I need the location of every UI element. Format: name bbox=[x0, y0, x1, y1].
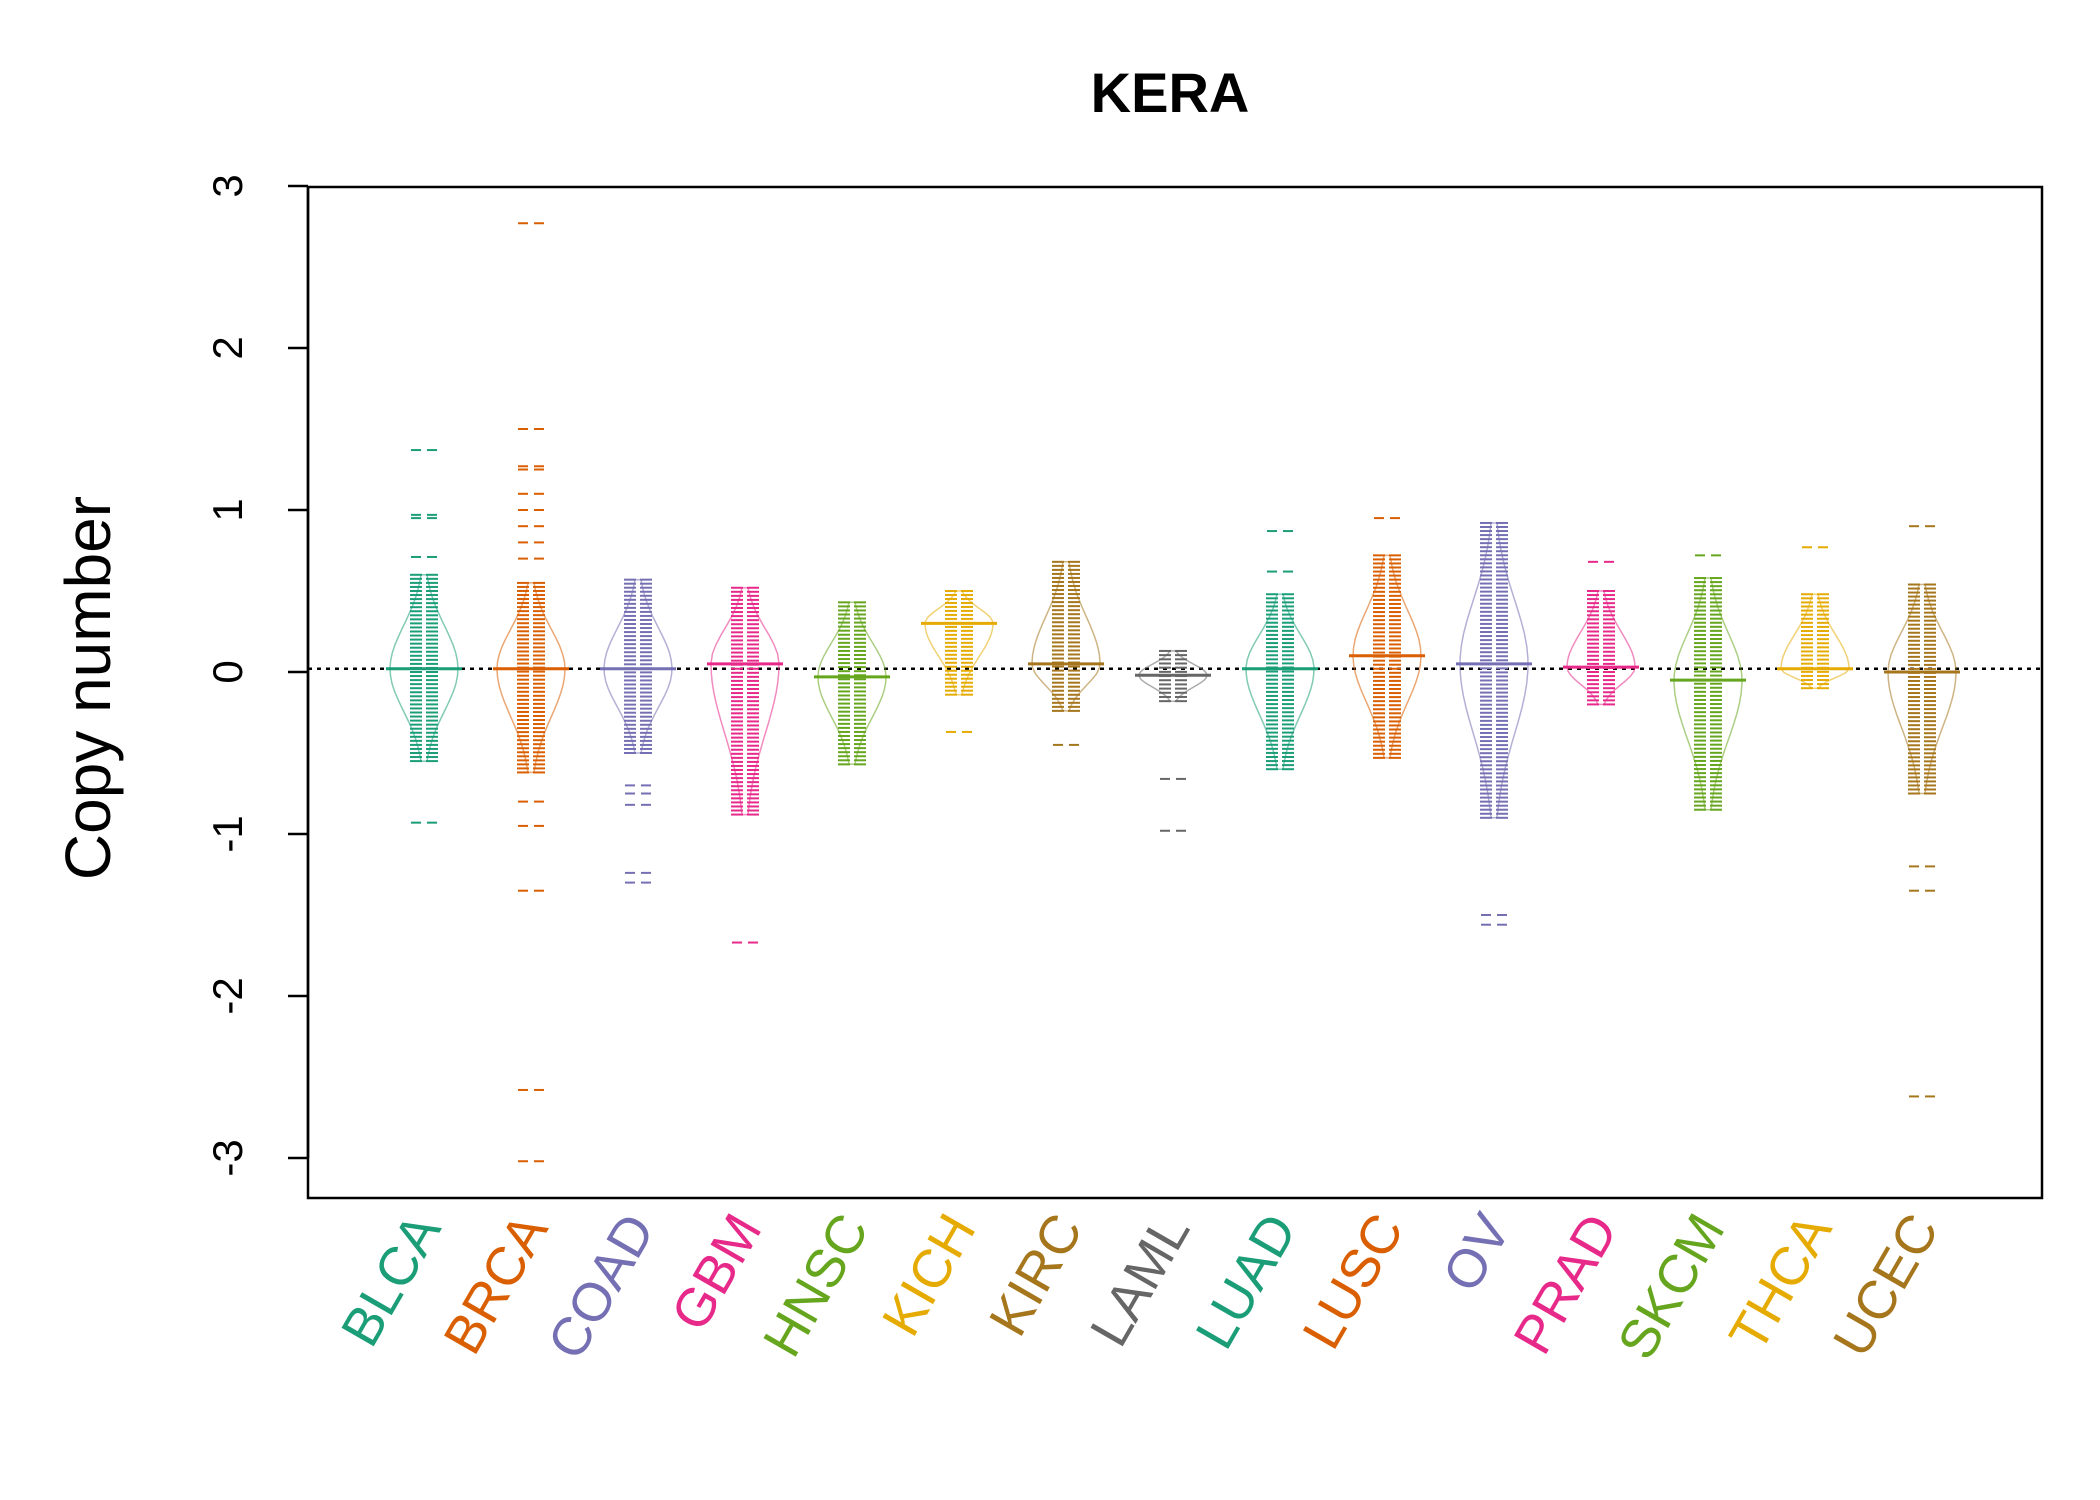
y-tick-label: 2 bbox=[204, 336, 251, 359]
bean-kich bbox=[921, 590, 997, 733]
bean-prad bbox=[1563, 560, 1639, 706]
category-label-gbm: GBM bbox=[660, 1204, 773, 1341]
bean-ucec bbox=[1884, 525, 1960, 1098]
y-tick-label: -1 bbox=[204, 815, 251, 852]
bean-coad bbox=[600, 578, 676, 884]
category-label-skcm: SKCM bbox=[1606, 1204, 1736, 1369]
bean-density bbox=[924, 590, 994, 696]
y-tick-label: 1 bbox=[204, 498, 251, 521]
bean-gbm bbox=[707, 586, 783, 944]
bean-density bbox=[603, 578, 673, 754]
y-axis: -3 -2 -1 0 1 2 3 bbox=[204, 174, 310, 1177]
category-label-lusc: LUSC bbox=[1291, 1204, 1415, 1359]
bean-density bbox=[1459, 522, 1529, 819]
bean-hnsc bbox=[814, 601, 890, 766]
bean-laml bbox=[1135, 649, 1211, 832]
bean-density bbox=[1566, 590, 1636, 706]
bean-density bbox=[1245, 593, 1315, 770]
bean-brca bbox=[493, 222, 569, 1163]
bean-density bbox=[496, 582, 566, 774]
chart-title: KERA bbox=[1091, 61, 1250, 124]
bean-density bbox=[1887, 583, 1957, 795]
y-axis-title: Copy number bbox=[52, 496, 124, 880]
category-label-ov: OV bbox=[1431, 1204, 1522, 1302]
bean-thca bbox=[1777, 546, 1853, 690]
y-tick-label: -3 bbox=[204, 1139, 251, 1176]
y-tick-label: -2 bbox=[204, 977, 251, 1014]
bean-density bbox=[710, 587, 780, 816]
y-tick-label: 0 bbox=[204, 660, 251, 683]
category-label-laml: LAML bbox=[1079, 1204, 1202, 1356]
bean-density bbox=[1673, 577, 1743, 811]
bean-blca bbox=[386, 449, 462, 824]
bean-luad bbox=[1242, 530, 1318, 771]
beans-group bbox=[386, 222, 1960, 1163]
category-label-coad: COAD bbox=[536, 1204, 666, 1369]
bean-lusc bbox=[1349, 517, 1425, 759]
y-tick-label: 3 bbox=[204, 174, 251, 197]
bean-density bbox=[817, 601, 887, 766]
category-label-kich: KICH bbox=[871, 1204, 987, 1346]
bean-density bbox=[1780, 593, 1850, 689]
category-label-luad: LUAD bbox=[1184, 1204, 1308, 1359]
bean-kirc bbox=[1028, 560, 1104, 746]
category-label-kirc: KIRC bbox=[978, 1204, 1094, 1346]
bean-ov bbox=[1456, 521, 1532, 926]
bean-skcm bbox=[1670, 554, 1746, 811]
bean-density bbox=[1031, 561, 1101, 712]
category-label-hnsc: HNSC bbox=[752, 1204, 880, 1367]
category-label-ucec: UCEC bbox=[1822, 1204, 1950, 1367]
